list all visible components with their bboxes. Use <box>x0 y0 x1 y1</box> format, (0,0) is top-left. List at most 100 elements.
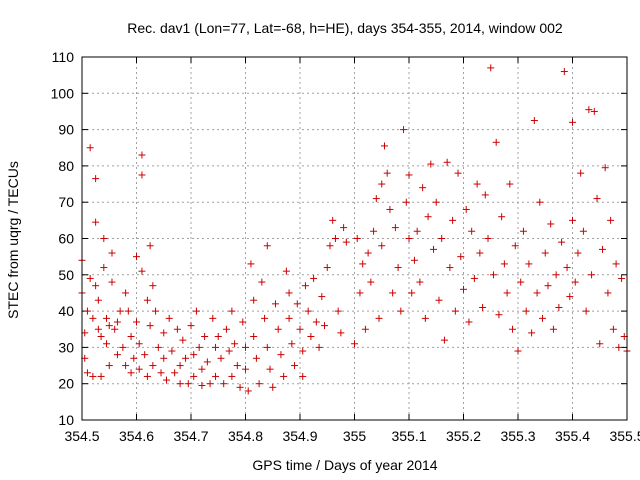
data-point <box>413 227 421 235</box>
data-point <box>547 220 555 228</box>
data-point <box>585 106 593 114</box>
x-axis-ticks: 354.5 354.6 354.7 354.8 354.9 355 355.1 355.2 35… <box>64 57 640 444</box>
data-point <box>195 343 203 351</box>
data-point <box>119 343 127 351</box>
data-point <box>165 314 173 322</box>
data-point <box>293 300 301 308</box>
data-point <box>389 289 397 297</box>
y-tick-label: 90 <box>58 122 74 138</box>
data-point <box>438 235 446 242</box>
data-point <box>432 198 440 206</box>
data-point <box>353 235 361 242</box>
x-tick-label: 354.7 <box>173 428 208 444</box>
data-point <box>122 362 130 370</box>
data-point <box>536 198 544 206</box>
data-point <box>479 303 487 311</box>
y-tick-label: 110 <box>52 49 75 65</box>
x-axis-label: GPS time / Days of year 2014 <box>252 457 437 473</box>
data-point <box>517 278 525 286</box>
data-point <box>149 362 157 370</box>
data-point <box>127 369 135 377</box>
data-point <box>288 340 296 348</box>
data-point <box>263 242 271 250</box>
data-point <box>465 318 473 326</box>
data-point <box>342 238 350 246</box>
data-point <box>397 307 405 315</box>
data-point <box>113 318 121 326</box>
y-tick-label: 70 <box>58 194 74 210</box>
data-point <box>154 343 162 351</box>
x-tick-label: 355.4 <box>555 428 590 444</box>
data-point <box>337 329 345 337</box>
x-tick-label: 354.5 <box>64 428 99 444</box>
data-point <box>252 354 260 362</box>
data-point <box>555 303 563 311</box>
data-point <box>410 256 418 264</box>
data-point <box>291 362 299 370</box>
data-point <box>228 372 236 380</box>
data-point <box>92 282 100 290</box>
data-point <box>558 238 566 246</box>
data-point <box>244 387 252 395</box>
x-tick-label: 355.5 <box>609 428 640 444</box>
y-tick-label: 50 <box>58 267 74 283</box>
data-point <box>236 383 244 391</box>
data-point <box>380 142 388 150</box>
data-point <box>152 307 160 315</box>
data-point <box>83 307 91 315</box>
data-point <box>198 382 206 390</box>
data-point <box>100 264 108 272</box>
data-point <box>157 369 165 377</box>
data-point <box>566 293 574 301</box>
data-point <box>143 296 151 304</box>
data-point <box>528 329 536 337</box>
data-point <box>544 282 552 290</box>
data-point <box>89 372 97 380</box>
data-point <box>301 282 309 290</box>
data-point <box>171 369 179 377</box>
data-point <box>400 126 408 134</box>
data-point <box>443 158 451 166</box>
data-point <box>598 245 606 253</box>
data-point <box>370 227 378 235</box>
data-point <box>176 380 184 388</box>
data-point <box>525 260 533 268</box>
data-point <box>162 376 170 384</box>
data-point <box>233 362 241 370</box>
data-point <box>383 169 391 177</box>
data-point <box>435 296 443 304</box>
data-point <box>269 383 277 391</box>
data-point <box>97 372 105 380</box>
data-point <box>209 314 217 322</box>
data-point <box>408 289 416 297</box>
data-point <box>127 333 135 341</box>
data-point <box>378 180 386 188</box>
data-points <box>78 64 631 395</box>
data-point <box>135 365 143 373</box>
data-point <box>451 307 459 315</box>
data-point <box>312 318 320 326</box>
data-point <box>331 235 339 242</box>
data-point <box>198 365 206 373</box>
data-point <box>299 347 307 355</box>
data-point <box>116 307 124 315</box>
data-point <box>468 227 476 235</box>
data-point <box>258 278 266 286</box>
y-tick-label: 10 <box>58 412 74 428</box>
data-point <box>92 218 100 226</box>
data-point <box>261 314 269 322</box>
data-point <box>138 267 146 275</box>
data-point <box>315 343 323 351</box>
data-point <box>615 343 623 351</box>
data-point <box>579 227 587 235</box>
data-point <box>446 264 454 272</box>
data-point <box>405 235 413 242</box>
data-point <box>541 249 549 257</box>
data-point <box>271 300 279 308</box>
data-point <box>609 325 617 333</box>
data-point <box>340 224 348 232</box>
data-point <box>503 289 511 297</box>
data-point <box>173 325 181 333</box>
data-point <box>601 164 609 172</box>
data-point <box>108 249 116 257</box>
